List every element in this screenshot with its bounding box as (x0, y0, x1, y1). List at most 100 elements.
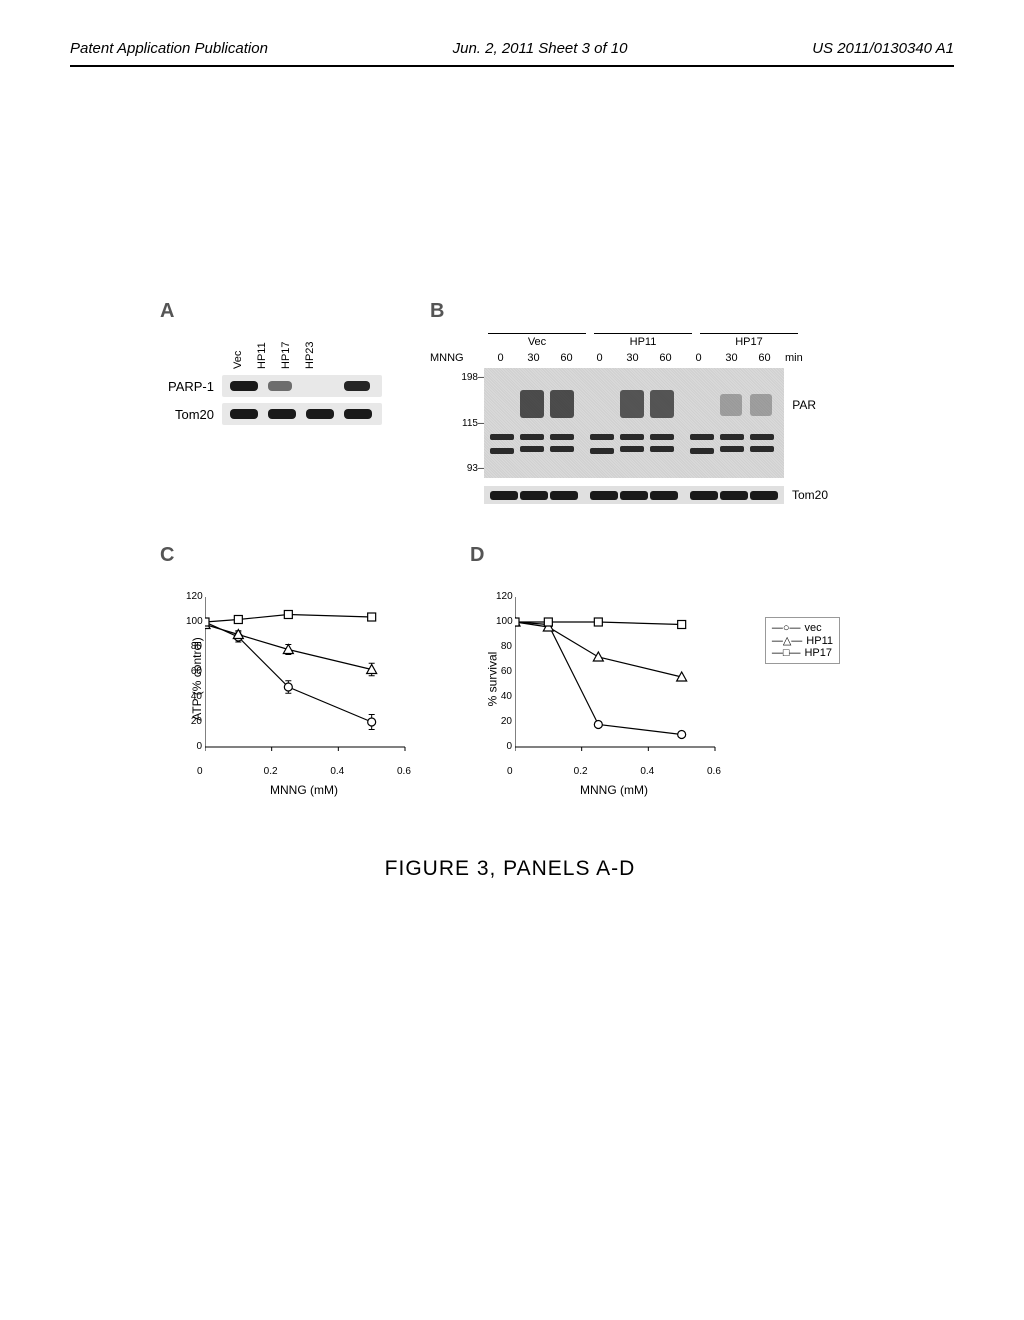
time-label: 0 (484, 352, 517, 364)
par-label: PAR (792, 398, 816, 412)
panel-b: B Vec HP11 HP17 MNNG 0 30 60 0 30 60 0 3… (430, 300, 840, 504)
par-smear (750, 394, 772, 416)
time-label: 60 (748, 352, 781, 364)
panel-b-tom-row: Tom20 (430, 486, 840, 504)
tom20-band (520, 491, 548, 500)
panel-b-gel-area: 19811593 PAR (430, 368, 840, 478)
gel-band (550, 434, 574, 440)
xtick-label: 0.2 (264, 766, 278, 777)
panel-b-times: MNNG 0 30 60 0 30 60 0 30 60 min (430, 352, 840, 364)
time-label: 0 (583, 352, 616, 364)
panel-a: A Vec HP11 HP17 HP23 PARP-1Tom20 (160, 300, 400, 504)
ytick-label: 40 (496, 691, 512, 702)
xtick-label: 0.4 (330, 766, 344, 777)
page-header: Patent Application Publication Jun. 2, 2… (0, 40, 1024, 57)
par-smear (720, 394, 742, 416)
ytick-label: 20 (496, 716, 512, 727)
chart-c-xlabel: MNNG (mM) (270, 783, 338, 797)
panel-b-groups: Vec HP11 HP17 (484, 333, 840, 348)
group-label: HP17 (700, 333, 798, 348)
group-label: Vec (488, 333, 586, 348)
gel-band (550, 446, 574, 452)
par-gel: PAR (484, 368, 784, 478)
figure-content: A Vec HP11 HP17 HP23 PARP-1Tom20 B Vec H… (160, 300, 860, 881)
gel-band (590, 448, 614, 454)
legend-marker-icon: —○— (772, 622, 801, 634)
legend-label: HP11 (806, 635, 833, 647)
legend-item: —△— HP11 (772, 634, 833, 647)
gel-band (750, 434, 774, 440)
gel-band (750, 446, 774, 452)
gel-band (520, 434, 544, 440)
ytick-label: 80 (496, 641, 512, 652)
panels-row-2: C ATP (% control) 020406080100120 00.20.… (160, 544, 860, 797)
header-left: Patent Application Publication (70, 40, 268, 57)
legend-label: vec (804, 622, 821, 634)
ytick-label: 60 (496, 666, 512, 677)
gel-band (344, 381, 370, 391)
gel-band (720, 446, 744, 452)
gel-row-label: Tom20 (160, 407, 222, 422)
tom20-band (750, 491, 778, 500)
par-smear (520, 390, 544, 418)
gel-band (490, 448, 514, 454)
lane-label: Vec (232, 333, 244, 369)
header-center: Jun. 2, 2011 Sheet 3 of 10 (453, 40, 628, 57)
gel-strip (222, 375, 382, 397)
panel-d: D % survival 020406080100120 00.20.40.6 … (470, 544, 830, 797)
legend-marker-icon: —△— (772, 634, 802, 647)
tom20-band (690, 491, 718, 500)
gel-band (520, 446, 544, 452)
legend-marker-icon: —□— (772, 647, 801, 659)
gel-band (650, 434, 674, 440)
xtick-label: 0 (507, 766, 513, 777)
gel-band (590, 434, 614, 440)
header-divider (70, 65, 954, 67)
gel-band (620, 446, 644, 452)
gel-band (268, 381, 292, 391)
ytick-label: 80 (186, 641, 202, 652)
mw-marker: 198 (461, 372, 478, 383)
mw-marker: 115 (462, 418, 478, 429)
gel-strip (222, 403, 382, 425)
time-label: 60 (550, 352, 583, 364)
ytick-label: 20 (186, 716, 202, 727)
legend-label: HP17 (804, 647, 832, 659)
ytick-label: 120 (496, 591, 512, 602)
tom20-band (590, 491, 618, 500)
chart-c: ATP (% control) 020406080100120 00.20.40… (160, 577, 440, 797)
tom20-gel (484, 486, 784, 504)
panel-a-lane-labels: Vec HP11 HP17 HP23 (232, 333, 400, 369)
xtick-label: 0.6 (707, 766, 721, 777)
tom20-band (620, 491, 648, 500)
ytick-label: 0 (186, 741, 202, 752)
panel-d-label: D (470, 544, 830, 567)
ytick-label: 0 (496, 741, 512, 752)
panel-c: C ATP (% control) 020406080100120 00.20.… (160, 544, 440, 797)
panel-c-label: C (160, 544, 440, 567)
gel-band (690, 434, 714, 440)
legend-item: —○—vec (772, 622, 833, 634)
tom20-band (720, 491, 748, 500)
lane-label: HP11 (256, 333, 268, 369)
par-smear (650, 390, 674, 418)
gel-band (344, 409, 372, 419)
time-label: 0 (682, 352, 715, 364)
ytick-label: 100 (496, 616, 512, 627)
tom20-band (550, 491, 578, 500)
gel-band (230, 409, 258, 419)
panels-row-1: A Vec HP11 HP17 HP23 PARP-1Tom20 B Vec H… (160, 300, 860, 504)
gel-row: PARP-1 (160, 375, 400, 397)
chart-d-xlabel: MNNG (mM) (580, 783, 648, 797)
time-label: 30 (715, 352, 748, 364)
time-unit: min (785, 352, 803, 364)
ytick-label: 40 (186, 691, 202, 702)
time-label: 30 (517, 352, 550, 364)
gel-row: Tom20 (160, 403, 400, 425)
gel-band (620, 434, 644, 440)
gel-band (650, 446, 674, 452)
gel-band (720, 434, 744, 440)
xtick-label: 0.2 (574, 766, 588, 777)
legend-item: —□—HP17 (772, 647, 833, 659)
chart-d: % survival 020406080100120 00.20.40.6 MN… (470, 577, 830, 797)
